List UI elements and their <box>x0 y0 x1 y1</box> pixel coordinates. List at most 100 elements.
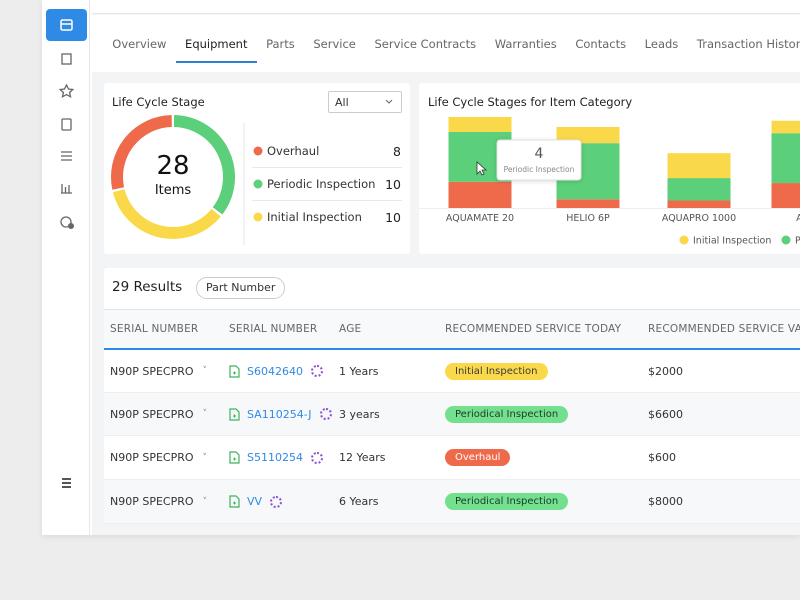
model: N90P SPECPRO <box>110 407 194 421</box>
bar-chart: AQUAMATE 20 HELIO 6P AQUAPRO 1000 AQ Initial… <box>419 117 800 247</box>
service-badge: Periodical Inspection <box>445 405 569 423</box>
serial-link[interactable]: VV <box>247 495 263 508</box>
bar-segment <box>556 199 620 208</box>
legend-label: Overhaul <box>267 144 319 158</box>
dropdown-chevron[interactable]: ˅ <box>202 496 208 507</box>
nav-list[interactable] <box>61 151 72 161</box>
filter-value: All <box>335 96 349 109</box>
x-tick-label: AQUAMATE 20 <box>446 213 514 224</box>
gear-icon <box>319 408 332 420</box>
tab[interactable]: Leads <box>644 37 679 51</box>
legend-dot <box>679 235 689 245</box>
model: N90P SPECPRO <box>110 451 194 464</box>
file-icon <box>229 364 240 378</box>
dropdown-chevron[interactable]: ˅ <box>202 366 208 376</box>
model-cell: N90P SPECPRO ˅ <box>110 393 207 435</box>
file-icon <box>229 451 240 464</box>
service-cell: Periodical Inspection <box>445 393 569 435</box>
serial-cell: S5110254 <box>229 436 323 479</box>
donut-chart: 28 Items Overhaul 8 Periodic Inspection 10 Ini… <box>111 115 402 245</box>
nav-settings[interactable] <box>60 216 72 228</box>
model: N90P SPECPRO <box>110 495 194 508</box>
tab[interactable]: Parts <box>266 37 295 51</box>
service-badge: Periodical Inspection <box>445 493 569 510</box>
table-row: N90P SPECPRO ˅ SA110254-J 3 years Periodical… <box>104 393 800 436</box>
legend-label: Initial Inspection <box>693 236 771 247</box>
nav-star[interactable] <box>58 83 75 99</box>
settings-badge <box>68 223 74 229</box>
nav-contact[interactable] <box>61 118 72 131</box>
value-cell: $6600 <box>648 407 683 421</box>
bar-segment <box>556 126 620 144</box>
age-cell: 1 Years <box>339 364 379 378</box>
x-tick-label: AQ <box>796 213 800 224</box>
model-cell: N90P SPECPRO ˅ <box>110 480 207 523</box>
filter-select[interactable]: All <box>328 91 402 113</box>
value-cell: $600 <box>648 451 676 464</box>
nav-chart[interactable] <box>61 184 72 194</box>
serial-link[interactable]: S6042640 <box>247 364 303 378</box>
bar-segment <box>771 133 800 184</box>
service-badge: Overhaul <box>445 449 511 466</box>
file-icon <box>229 407 240 421</box>
serial-cell: S6042640 <box>229 350 323 392</box>
dropdown-chevron[interactable]: ˅ <box>202 409 208 419</box>
donut-card: Life Cycle Stage All 28 Items Overhaul 8 Per… <box>104 83 410 254</box>
table-row: N90P SPECPRO ˅ S5110254 12 Years Overhaul $60… <box>104 436 800 480</box>
tab[interactable]: Service Contracts <box>374 37 477 51</box>
serial-link[interactable]: SA110254-J <box>247 407 312 421</box>
bar-card: Life Cycle Stages for Item Category AQUA… <box>419 83 800 254</box>
donut-segment <box>111 115 173 190</box>
age-cell: 6 Years <box>339 495 379 508</box>
legend-label: Initial Inspection <box>267 210 362 224</box>
legend-value: 10 <box>385 177 401 192</box>
filter-button[interactable]: Part Number <box>196 277 286 299</box>
bar-segment <box>448 181 512 208</box>
tab[interactable]: Warranties <box>494 37 557 51</box>
x-tick-label: HELIO 6P <box>566 213 610 224</box>
donut-total-label: Items <box>155 183 192 198</box>
tab[interactable]: Overview <box>112 37 167 51</box>
tab[interactable]: Transaction History <box>696 37 800 51</box>
service-cell: Overhaul <box>445 436 511 479</box>
results-card: 29 Results Part Number SERIAL NUMBER SERI… <box>104 268 800 524</box>
sidebar-icons <box>46 9 87 488</box>
legend-value: 8 <box>393 144 401 159</box>
results-count: 29 Results <box>112 279 183 295</box>
legend-dot <box>253 146 263 156</box>
x-tick-label: AQUAPRO 1000 <box>662 213 736 224</box>
tab[interactable]: Contacts <box>575 37 627 51</box>
gear-icon <box>310 451 323 464</box>
dropdown-chevron[interactable]: ˅ <box>202 452 208 463</box>
file-icon <box>229 495 240 508</box>
tab[interactable]: Equipment <box>175 15 257 72</box>
age-cell: 3 years <box>339 407 380 421</box>
bar-segment <box>667 153 731 179</box>
value-cell: $2000 <box>648 364 683 378</box>
model-cell: N90P SPECPRO ˅ <box>110 436 207 479</box>
legend-dot <box>781 235 791 245</box>
gear-icon <box>270 495 283 508</box>
donut-total: 28 <box>156 151 189 181</box>
nav-menu[interactable] <box>62 478 71 488</box>
top-bar <box>92 0 800 14</box>
bar-segment <box>667 178 731 201</box>
gear-icon <box>310 365 323 377</box>
serial-link[interactable]: S5110254 <box>247 451 303 464</box>
model-cell: N90P SPECPRO ˅ <box>110 350 207 392</box>
nav-building[interactable] <box>61 53 72 65</box>
nav-active[interactable] <box>46 9 87 41</box>
bar-segment <box>771 183 800 208</box>
bar-segment <box>448 117 512 132</box>
card-title: Life Cycle Stage <box>112 95 205 109</box>
cursor <box>476 161 488 176</box>
legend-label: Periodic Inspection <box>267 177 375 191</box>
table-row: N90P SPECPRO ˅ VV 6 Years Periodical Inspect… <box>104 480 800 524</box>
age-cell: 12 Years <box>339 451 386 464</box>
tooltip-label: Periodic Inspection <box>504 165 575 174</box>
tooltip-box <box>496 139 582 181</box>
tooltip-value: 4 <box>535 146 544 162</box>
tab[interactable]: Service <box>313 37 356 51</box>
column-header: SERIAL NUMBER <box>229 323 318 335</box>
